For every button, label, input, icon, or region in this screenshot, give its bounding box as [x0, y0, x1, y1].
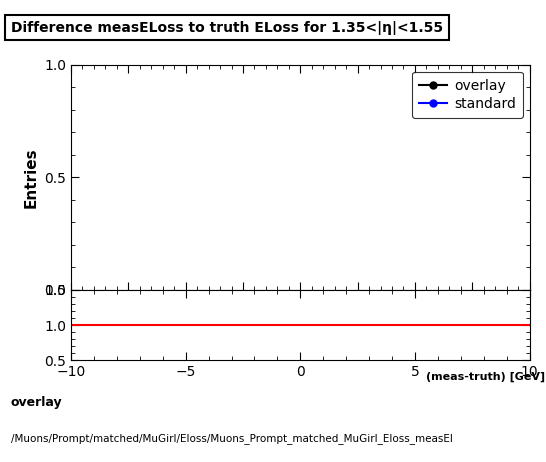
Text: /Muons/Prompt/matched/MuGirl/Eloss/Muons_Prompt_matched_MuGirl_Eloss_measEl: /Muons/Prompt/matched/MuGirl/Eloss/Muons…: [11, 432, 453, 444]
Text: (meas-truth) [GeV]: (meas-truth) [GeV]: [426, 372, 545, 382]
Text: Difference measELoss to truth ELoss for 1.35<|η|<1.55: Difference measELoss to truth ELoss for …: [11, 21, 443, 35]
Text: overlay: overlay: [11, 396, 63, 409]
Y-axis label: Entries: Entries: [23, 147, 39, 207]
Legend: overlay, standard: overlay, standard: [412, 72, 523, 118]
